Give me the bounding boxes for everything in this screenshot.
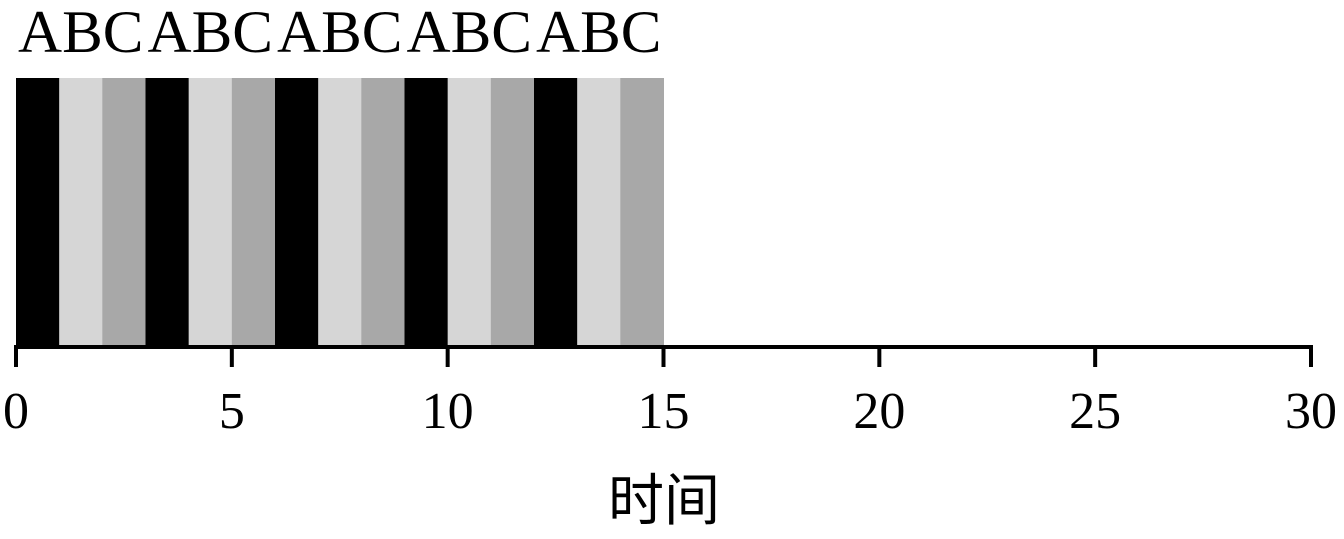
bar-segment-c bbox=[490, 78, 535, 347]
cycle-label: ABC bbox=[536, 0, 662, 65]
bar-segment-c bbox=[231, 78, 276, 347]
bar-segment-b bbox=[318, 78, 362, 347]
x-axis-ticks bbox=[14, 347, 1313, 367]
x-tick-label: 30 bbox=[1285, 383, 1337, 440]
x-axis-title: 时间 bbox=[608, 469, 720, 534]
bar-segment-a bbox=[275, 78, 319, 347]
bar-segment-a bbox=[404, 78, 449, 347]
x-axis-tick-labels: 0 5 10 15 20 25 30 bbox=[3, 383, 1337, 440]
cycle-labels: ABC ABC ABC ABC ABC bbox=[18, 0, 662, 65]
bar-segment-a bbox=[534, 78, 578, 347]
cycle-label: ABC bbox=[148, 0, 274, 65]
x-tick-label: 5 bbox=[219, 383, 245, 440]
bar-segment-b bbox=[59, 78, 103, 347]
x-tick-label: 20 bbox=[853, 383, 905, 440]
cycle-label: ABC bbox=[407, 0, 533, 65]
x-tick-label: 10 bbox=[422, 383, 474, 440]
bar-segment-c bbox=[620, 78, 664, 347]
bar-segments bbox=[16, 78, 664, 347]
bar-segment-c bbox=[361, 78, 405, 347]
bar-segment-b bbox=[188, 78, 233, 347]
cycle-label: ABC bbox=[18, 0, 144, 65]
bar-segment-b bbox=[577, 78, 621, 347]
x-tick-label: 0 bbox=[3, 383, 29, 440]
bar-segment-a bbox=[145, 78, 190, 347]
x-tick-label: 15 bbox=[638, 383, 690, 440]
x-tick-label: 25 bbox=[1069, 383, 1121, 440]
cycle-label: ABC bbox=[277, 0, 403, 65]
bar-segment-a bbox=[16, 78, 60, 347]
bar-segment-b bbox=[447, 78, 492, 347]
bar-segment-c bbox=[102, 78, 146, 347]
